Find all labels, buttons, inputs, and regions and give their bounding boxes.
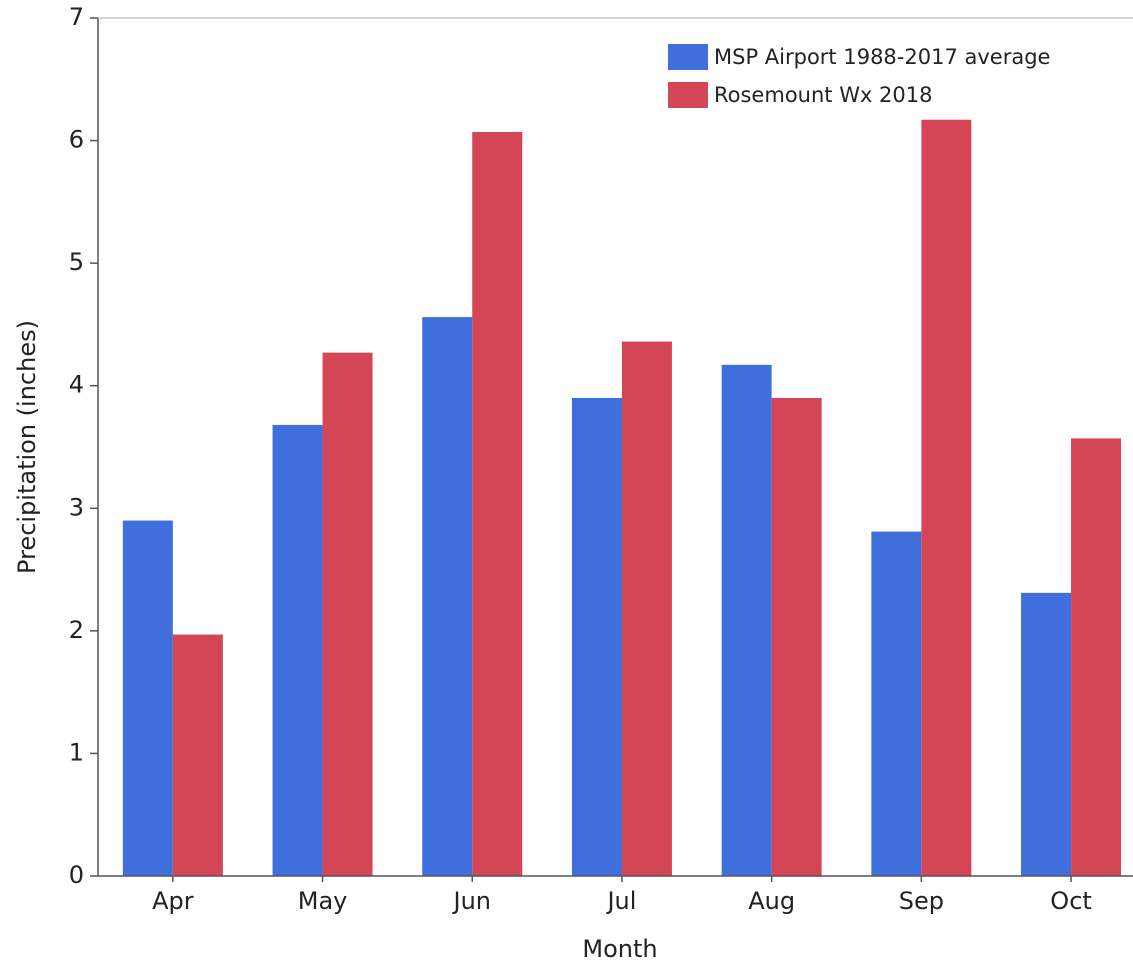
bar [1021, 592, 1072, 876]
legend-label: Rosemount Wx 2018 [714, 83, 933, 107]
y-tick-label: 2 [69, 616, 84, 644]
bar [322, 352, 373, 876]
bar [1071, 438, 1122, 876]
x-tick-label: Jun [452, 887, 492, 915]
y-axis-title: Precipitation (inches) [13, 320, 41, 574]
x-tick-label: Apr [152, 887, 194, 915]
x-axis-title: Month [582, 935, 657, 963]
bar [571, 397, 622, 876]
legend-label: MSP Airport 1988-2017 average [714, 45, 1050, 69]
y-tick-label: 7 [69, 3, 84, 31]
bar [721, 364, 772, 876]
legend-swatch [668, 44, 708, 70]
y-tick-label: 5 [69, 248, 84, 276]
x-tick-label: Jul [605, 887, 636, 915]
bar [621, 341, 672, 876]
bar [272, 424, 323, 876]
y-tick-label: 1 [69, 738, 84, 766]
bar [122, 520, 173, 876]
bar [921, 119, 972, 877]
bar [771, 397, 822, 876]
bar [871, 531, 922, 876]
legend-swatch [668, 82, 708, 108]
x-tick-label: Aug [748, 887, 795, 915]
y-tick-label: 6 [69, 126, 84, 154]
y-tick-label: 0 [69, 861, 84, 889]
y-tick-label: 3 [69, 493, 84, 521]
x-tick-label: May [298, 887, 348, 915]
bar [422, 317, 473, 876]
y-tick-label: 4 [69, 371, 84, 399]
bar [172, 634, 223, 876]
x-tick-label: Sep [899, 887, 944, 915]
bar [472, 131, 523, 876]
x-tick-label: Oct [1050, 887, 1092, 915]
